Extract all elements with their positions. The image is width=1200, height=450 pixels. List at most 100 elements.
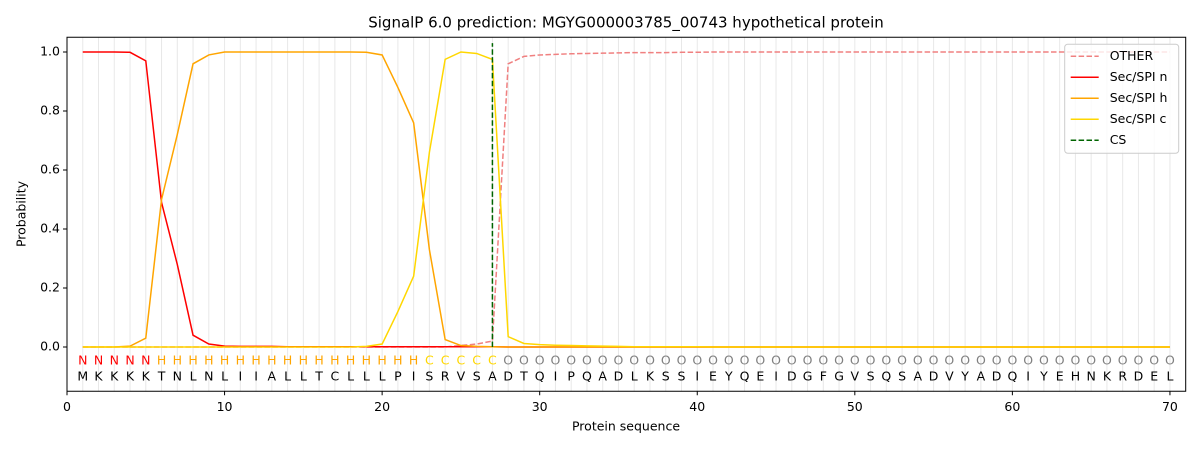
chart-title: SignalP 6.0 prediction: MGYG000003785_00… <box>368 14 884 33</box>
residue-label: D <box>614 369 624 384</box>
region-label: H <box>299 353 308 368</box>
residue-label: I <box>412 369 416 384</box>
line-series <box>82 51 1170 348</box>
residue-label: K <box>1103 369 1112 384</box>
residue-label: E <box>709 369 717 384</box>
residue-label: N <box>204 369 213 384</box>
region-label: O <box>551 353 561 368</box>
region-label: O <box>724 353 734 368</box>
region-label: N <box>78 353 87 368</box>
residue-label: S <box>898 369 906 384</box>
residue-label: K <box>646 369 655 384</box>
region-label: O <box>881 353 891 368</box>
y-tick-label: 0.8 <box>40 103 60 118</box>
residue-label: A <box>914 369 923 384</box>
y-axis-label: Probability <box>14 180 29 247</box>
region-label: C <box>472 353 481 368</box>
x-tick-label: 70 <box>1162 399 1178 414</box>
region-label: O <box>503 353 513 368</box>
region-label: O <box>992 353 1002 368</box>
region-label: O <box>913 353 923 368</box>
residue-label: I <box>254 369 258 384</box>
residue-label: D <box>992 369 1002 384</box>
x-tick-label: 60 <box>1004 399 1020 414</box>
residue-label: I <box>1026 369 1030 384</box>
legend-label: Sec/SPI n <box>1110 69 1168 84</box>
residue-label: Y <box>724 369 733 384</box>
residue-label: V <box>851 369 860 384</box>
region-label: O <box>535 353 545 368</box>
region-label: O <box>1023 353 1033 368</box>
region-label: H <box>267 353 276 368</box>
region-label: O <box>692 353 702 368</box>
region-label: O <box>598 353 608 368</box>
region-label: O <box>1118 353 1128 368</box>
residue-label: G <box>834 369 844 384</box>
residue-label: L <box>363 369 370 384</box>
region-label: O <box>929 353 939 368</box>
residue-label: Q <box>535 369 545 384</box>
region-label: O <box>1055 353 1065 368</box>
y-tick-label: 1.0 <box>40 44 60 59</box>
region-label: O <box>976 353 986 368</box>
residue-label: S <box>662 369 670 384</box>
legend-box <box>1064 43 1180 154</box>
residue-label: S <box>473 369 481 384</box>
residue-label: A <box>977 369 986 384</box>
residue-label: D <box>929 369 939 384</box>
y-tick-label: 0.2 <box>40 280 60 295</box>
region-label: H <box>409 353 418 368</box>
y-tick-label: 0.6 <box>40 162 60 177</box>
residue-label: L <box>221 369 228 384</box>
line-series <box>82 51 1170 348</box>
residue-label: Q <box>1007 369 1017 384</box>
region-label: O <box>1070 353 1080 368</box>
legend-label: Sec/SPI c <box>1110 111 1167 126</box>
residue-label: D <box>1134 369 1144 384</box>
residue-label: M <box>77 369 88 384</box>
residue-label: L <box>300 369 307 384</box>
region-label: O <box>645 353 655 368</box>
residue-label: T <box>519 369 528 384</box>
region-label: H <box>157 353 166 368</box>
x-tick-label: 30 <box>532 399 548 414</box>
residue-label: P <box>394 369 402 384</box>
region-label: H <box>346 353 355 368</box>
residue-label: Q <box>740 369 750 384</box>
residue-label: K <box>142 369 151 384</box>
region-label: O <box>960 353 970 368</box>
residue-label: R <box>1118 369 1127 384</box>
region-label: H <box>393 353 402 368</box>
region-label: H <box>204 353 213 368</box>
region-label: N <box>110 353 119 368</box>
region-label: O <box>582 353 592 368</box>
residue-label: L <box>379 369 386 384</box>
residue-label: S <box>425 369 433 384</box>
residue-label: S <box>678 369 686 384</box>
residue-label: I <box>554 369 558 384</box>
region-label: O <box>803 353 813 368</box>
x-tick-label: 40 <box>689 399 705 414</box>
residue-label: E <box>1056 369 1064 384</box>
legend-label: CS <box>1110 132 1127 147</box>
residue-label: H <box>1071 369 1080 384</box>
x-tick-label: 10 <box>217 399 233 414</box>
plot-frame <box>66 36 1187 392</box>
region-label: O <box>834 353 844 368</box>
residue-label: L <box>1166 369 1173 384</box>
residue-label: A <box>268 369 277 384</box>
region-label: O <box>818 353 828 368</box>
region-label: O <box>740 353 750 368</box>
region-label: H <box>173 353 182 368</box>
region-label: O <box>1165 353 1175 368</box>
residue-label: N <box>173 369 182 384</box>
region-label: O <box>1007 353 1017 368</box>
line-series <box>82 51 1170 348</box>
residue-label: T <box>314 369 323 384</box>
residue-label: V <box>945 369 954 384</box>
region-label: O <box>566 353 576 368</box>
region-label: H <box>188 353 197 368</box>
x-axis-label: Protein sequence <box>572 419 680 434</box>
line-series <box>82 51 1170 348</box>
legend-label: Sec/SPI h <box>1110 90 1168 105</box>
